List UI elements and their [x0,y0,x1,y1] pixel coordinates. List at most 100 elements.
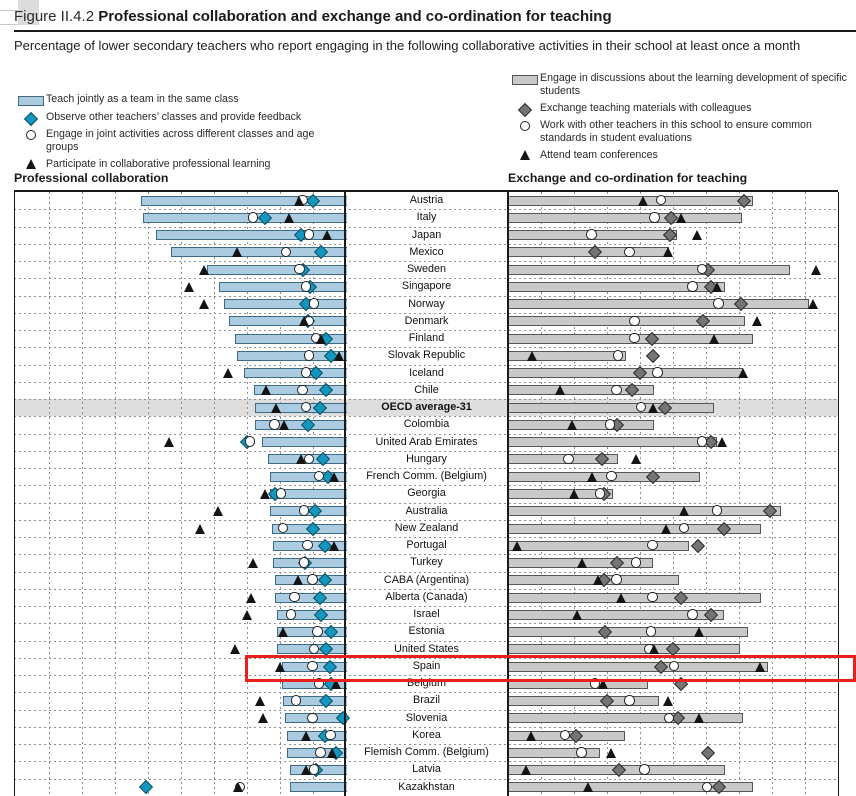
marker-collaborative-learning [213,506,224,517]
marker-team-conferences [751,316,762,327]
country-label: Austria [409,194,444,206]
bar-teach-jointly [270,471,347,482]
row-separator [14,657,838,659]
bar-discussions-students [508,627,749,638]
marker-common-standards [586,229,597,240]
bar-discussions-students [508,350,627,361]
country-label: Hungary [406,452,447,465]
country-label: United Arab Emirates [375,435,478,448]
country-label: Spain [412,659,441,672]
row-separator [14,468,838,470]
marker-team-conferences [660,523,671,534]
marker-joint-activities [300,367,312,378]
legend-label: Work with other teachers in this school … [540,119,812,144]
row-separator [14,295,838,297]
gridline [247,192,248,796]
marker-common-standards [649,212,660,223]
row-separator [14,606,838,608]
bar-teach-jointly [228,316,347,327]
row-separator [14,416,838,418]
country-label: Italy [416,211,437,224]
title-rule [14,30,856,32]
black-triangle-icon [510,149,540,160]
legend-label: Attend team conferences [540,148,658,161]
marker-team-conferences [637,195,648,206]
marker-common-standards [612,350,624,361]
marker-collaborative-learning [284,212,295,223]
bar-discussions-students [508,212,742,223]
gridline [805,192,806,796]
legend-item: Attend team conferences [510,149,854,162]
marker-common-standards [647,539,658,551]
bar-teach-jointly [283,696,347,707]
marker-collaborative-learning [271,402,282,413]
marker-common-standards [652,367,663,378]
gridline [115,192,116,796]
country-label: Finland [408,332,445,345]
dark-gray-diamond-icon [510,102,540,117]
marker-common-standards [606,470,617,482]
marker-joint-activities [308,643,320,654]
row-separator [14,588,838,590]
marker-collaborative-learning [333,350,344,361]
bar-discussions-students [508,195,754,206]
marker-team-conferences [583,782,594,793]
marker-collaborative-learning [328,540,339,551]
country-label-column: Austria Italy Japan Mexico Sweden Singapore No… [345,192,508,796]
marker-collaborative-learning [198,264,209,275]
row-separator [14,278,838,280]
teal-diamond-icon [16,111,46,126]
row-separator [14,502,838,504]
row-separator [14,485,838,487]
marker-common-standards [696,436,708,447]
marker-joint-activities [307,574,318,585]
bar-teach-jointly [223,299,347,310]
country-label: Singapore [401,280,452,293]
marker-team-conferences [598,678,609,689]
marker-joint-activities [247,212,259,223]
country-label: Mexico [409,245,444,258]
row-separator [14,364,838,366]
country-label: Japan [411,228,442,241]
bar-discussions-students [508,316,745,327]
country-label: Latvia [412,763,441,776]
bar-discussions-students [508,592,762,603]
marker-joint-activities [269,419,280,430]
country-label: Turkey [410,556,443,569]
bar-teach-jointly [141,195,347,206]
marker-common-standards [559,729,571,741]
legend-label: Engage in joint activities across differ… [46,128,315,153]
marker-team-conferences [520,765,531,776]
marker-joint-activities [294,263,305,275]
country-label: Iceland [409,366,444,379]
bar-discussions-students [508,402,714,413]
marker-joint-activities [277,522,288,534]
marker-team-conferences [576,558,587,569]
marker-team-conferences [693,627,704,638]
marker-team-conferences [512,540,523,551]
bar-teach-jointly [243,368,347,379]
marker-common-standards [630,557,642,568]
marker-team-conferences [649,644,660,655]
legend-label: Engage in discussions about the learning… [540,72,847,97]
bar-discussions-students [508,782,754,793]
marker-common-standards [655,194,667,206]
bar-discussions-students [508,368,744,379]
figure-title-text: Professional collaboration and exchange … [98,8,612,25]
bar-discussions-students [508,506,782,517]
gridline [181,192,182,796]
marker-joint-activities [285,609,297,620]
marker-common-standards [647,591,658,603]
marker-exchange-materials [646,348,661,364]
figure-number: Figure II.4.2 [14,8,95,25]
marker-common-standards [696,263,708,275]
marker-collaborative-learning [195,523,206,534]
row-separator [14,399,838,401]
marker-joint-activities [303,350,315,361]
country-label: Sweden [406,263,447,276]
marker-common-standards [563,453,574,465]
marker-collaborative-learning [299,316,310,327]
marker-team-conferences [566,419,577,430]
marker-team-conferences [616,592,627,603]
row-separator [14,640,838,642]
